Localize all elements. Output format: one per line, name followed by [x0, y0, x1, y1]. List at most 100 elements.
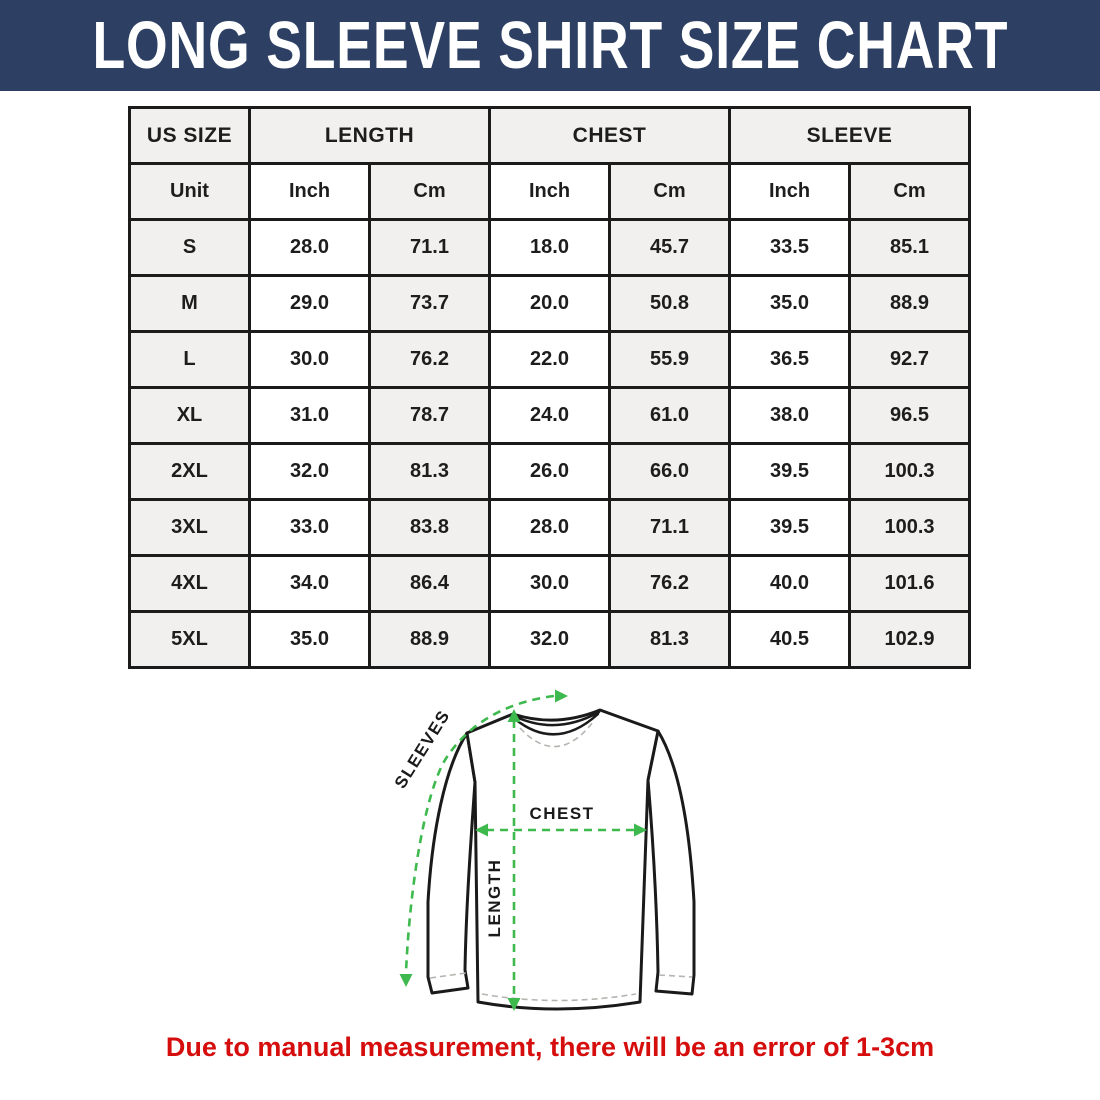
measurement-cell: 73.7 — [368, 274, 491, 333]
measurement-cell: 88.9 — [368, 610, 491, 669]
table-row: 4XL 34.0 86.4 30.0 76.2 40.0 101.6 — [128, 554, 971, 613]
measurement-cell: 40.0 — [728, 554, 851, 613]
page-title: LONG SLEEVE SHIRT SIZE CHART — [92, 8, 1008, 83]
measurement-cell: 81.3 — [608, 610, 731, 669]
shirt-measurement-diagram: SLEEVES CHEST LENGTH — [330, 672, 770, 1052]
shirt-right-cuff-stitch — [658, 974, 693, 978]
measurement-cell: 28.0 — [248, 218, 371, 277]
chest-arrow-right-icon — [634, 823, 647, 837]
sleeves-label: SLEEVES — [391, 706, 454, 791]
table-unit-header-row: Unit Inch Cm Inch Cm Inch Cm — [128, 162, 971, 221]
measurement-cell: 71.1 — [368, 218, 491, 277]
shirt-collar-opening — [513, 712, 600, 736]
measurement-cell: 100.3 — [848, 498, 971, 557]
size-cell: XL — [128, 386, 251, 445]
measurement-cell: 40.5 — [728, 610, 851, 669]
sleeves-arrow-right-icon — [555, 689, 568, 703]
measurement-cell: 66.0 — [608, 442, 731, 501]
shirt-right-sleeve — [646, 729, 696, 996]
measurement-cell: 55.9 — [608, 330, 731, 389]
measurement-cell: 20.0 — [488, 274, 611, 333]
unit-header-cell: Inch — [488, 162, 611, 221]
size-cell: 3XL — [128, 498, 251, 557]
chest-arrow-left-icon — [475, 823, 488, 837]
size-table-head: US SIZE LENGTH CHEST SLEEVE Unit Inch Cm Inch Cm… — [128, 106, 971, 221]
shirt-collar-band — [512, 710, 601, 727]
unit-header-cell: Inch — [728, 162, 851, 221]
table-row: M 29.0 73.7 20.0 50.8 35.0 88.9 — [128, 274, 971, 333]
column-group-header: SLEEVE — [728, 106, 971, 165]
measurement-cell: 101.6 — [848, 554, 971, 613]
shirt-left-sleeve — [426, 731, 477, 995]
column-group-header: US SIZE — [128, 106, 251, 165]
measurement-cell: 102.9 — [848, 610, 971, 669]
size-cell: M — [128, 274, 251, 333]
measurement-cell: 81.3 — [368, 442, 491, 501]
table-row: S 28.0 71.1 18.0 45.7 33.5 85.1 — [128, 218, 971, 277]
size-cell: S — [128, 218, 251, 277]
size-cell: 4XL — [128, 554, 251, 613]
measurement-cell: 83.8 — [368, 498, 491, 557]
table-row: 3XL 33.0 83.8 28.0 71.1 39.5 100.3 — [128, 498, 971, 557]
table-group-header-row: US SIZE LENGTH CHEST SLEEVE — [128, 106, 971, 165]
unit-header-cell: Cm — [608, 162, 731, 221]
measurement-cell: 34.0 — [248, 554, 371, 613]
measurement-cell: 39.5 — [728, 442, 851, 501]
measurement-cell: 88.9 — [848, 274, 971, 333]
measurement-cell: 22.0 — [488, 330, 611, 389]
measurement-cell: 86.4 — [368, 554, 491, 613]
measurement-cell: 33.5 — [728, 218, 851, 277]
measurement-cell: 26.0 — [488, 442, 611, 501]
measurement-cell: 29.0 — [248, 274, 371, 333]
measurement-cell: 30.0 — [488, 554, 611, 613]
table-row: XL 31.0 78.7 24.0 61.0 38.0 96.5 — [128, 386, 971, 445]
measurement-cell: 38.0 — [728, 386, 851, 445]
measurement-cell: 76.2 — [608, 554, 731, 613]
title-banner: LONG SLEEVE SHIRT SIZE CHART — [0, 0, 1100, 91]
shirt-left-cuff-stitch — [429, 972, 467, 979]
measurement-cell: 18.0 — [488, 218, 611, 277]
chest-label: CHEST — [529, 804, 594, 823]
measurement-cell: 36.5 — [728, 330, 851, 389]
shirt-collar-stitch — [519, 721, 594, 748]
measurement-cell: 85.1 — [848, 218, 971, 277]
measurement-cell: 71.1 — [608, 498, 731, 557]
measurement-cell: 92.7 — [848, 330, 971, 389]
measurement-cell: 33.0 — [248, 498, 371, 557]
measurement-cell: 100.3 — [848, 442, 971, 501]
measurement-cell: 76.2 — [368, 330, 491, 389]
unit-header-cell: Unit — [128, 162, 251, 221]
unit-header-cell: Cm — [368, 162, 491, 221]
shirt-diagram-svg: SLEEVES CHEST LENGTH — [391, 689, 696, 1011]
length-arrow-down-icon — [507, 998, 521, 1011]
size-cell: 2XL — [128, 442, 251, 501]
table-row: 2XL 32.0 81.3 26.0 66.0 39.5 100.3 — [128, 442, 971, 501]
size-cell: L — [128, 330, 251, 389]
column-group-header: LENGTH — [248, 106, 491, 165]
size-table-body: S 28.0 71.1 18.0 45.7 33.5 85.1 M 29.0 73.7 20.0 50… — [128, 218, 971, 669]
measurement-cell: 32.0 — [488, 610, 611, 669]
column-group-header: CHEST — [488, 106, 731, 165]
unit-header-cell: Inch — [248, 162, 371, 221]
table-row: L 30.0 76.2 22.0 55.9 36.5 92.7 — [128, 330, 971, 389]
measurement-cell: 96.5 — [848, 386, 971, 445]
measurement-cell: 50.8 — [608, 274, 731, 333]
measurement-cell: 30.0 — [248, 330, 371, 389]
measurement-cell: 61.0 — [608, 386, 731, 445]
measurement-cell: 35.0 — [728, 274, 851, 333]
measurement-cell: 31.0 — [248, 386, 371, 445]
measurement-cell: 35.0 — [248, 610, 371, 669]
length-label: LENGTH — [485, 859, 504, 938]
length-arrow-up-icon — [507, 709, 521, 722]
measurement-cell: 28.0 — [488, 498, 611, 557]
measurement-disclaimer: Due to manual measurement, there will be… — [165, 1032, 935, 1062]
table-row: 5XL 35.0 88.9 32.0 81.3 40.5 102.9 — [128, 610, 971, 669]
unit-header-cell: Cm — [848, 162, 971, 221]
size-cell: 5XL — [128, 610, 251, 669]
sleeves-arrow-down-icon — [399, 974, 413, 987]
measurement-cell: 78.7 — [368, 386, 491, 445]
measurement-cell: 24.0 — [488, 386, 611, 445]
measurement-cell: 39.5 — [728, 498, 851, 557]
measurement-cell: 45.7 — [608, 218, 731, 277]
shirt-hem-stitch — [481, 993, 637, 1002]
